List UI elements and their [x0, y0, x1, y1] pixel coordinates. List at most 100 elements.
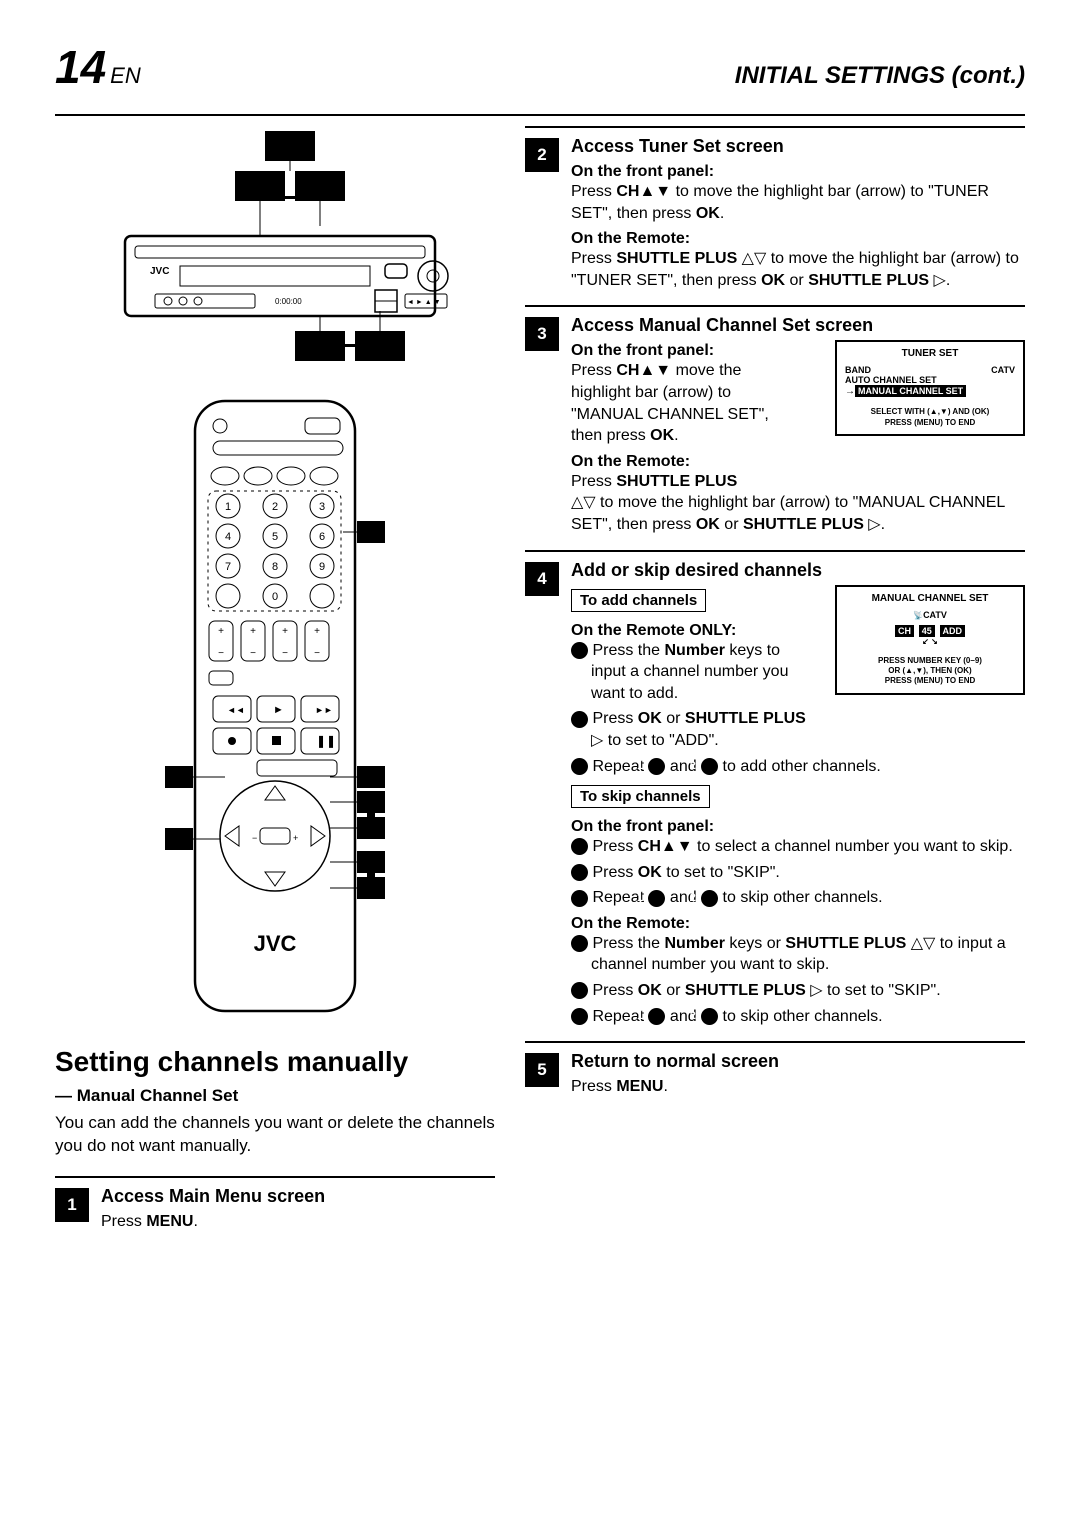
step-2-fp-label: On the front panel: [571, 163, 1025, 181]
osd-help1: SELECT WITH (▲,▼) AND (OK) [845, 407, 1015, 417]
osd-tuner-set: TUNER SET BAND CATV AUTO CHANNEL SET →MAN… [835, 340, 1025, 436]
skip-rm-2: 2 Press OK or SHUTTLE PLUS ▷ to set to "… [591, 980, 1025, 1002]
hr [525, 126, 1025, 128]
col-right: 2 Access Tuner Set screen On the front p… [525, 126, 1025, 1240]
svg-text:−: − [250, 648, 256, 659]
to-add-label: To add channels [571, 589, 706, 612]
intro-subtitle: — Manual Channel Set [55, 1086, 495, 1106]
svg-text:◄ ► ▲ ▼: ◄ ► ▲ ▼ [407, 299, 441, 306]
step-3-title: Access Manual Channel Set screen [571, 315, 1025, 336]
svg-text:0:00:00: 0:00:00 [275, 297, 302, 306]
step-2: 2 Access Tuner Set screen On the front p… [525, 136, 1025, 295]
step-2-rm-label: On the Remote: [571, 230, 1025, 248]
svg-text:►►: ►► [315, 705, 333, 715]
hr [525, 550, 1025, 552]
step-3-num: 3 [525, 317, 559, 351]
remote-illustration: 1 2 3 4 5 6 7 8 9 0 +− +− +− +− [165, 396, 385, 1016]
svg-text:5: 5 [272, 531, 278, 543]
skip-rm-1: 1 Press the Number keys or SHUTTLE PLUS … [591, 933, 1025, 976]
svg-text:+: + [314, 626, 320, 637]
add-1: 1 Press the Number keys to input a chann… [591, 640, 806, 705]
add-3: 3 Repeat 1 and 2 to add other channels. [591, 756, 1025, 778]
skip-fp-1: 1 Press CH▲▼ to select a channel number … [591, 836, 1025, 858]
step-2-rm-text: Press SHUTTLE PLUS △▽ to move the highli… [571, 248, 1025, 291]
osd-band: BAND [845, 365, 871, 375]
page-header: 14EN INITIAL SETTINGS (cont.) [55, 40, 1025, 94]
osd2-help3: PRESS (MENU) TO END [845, 676, 1015, 686]
step-5-line: Press MENU. [571, 1076, 1025, 1098]
page-lang: EN [110, 63, 141, 88]
intro-desc: You can add the channels you want or del… [55, 1112, 495, 1158]
osd-auto: AUTO CHANNEL SET [845, 375, 937, 385]
svg-text:+: + [250, 626, 256, 637]
hr [525, 1041, 1025, 1043]
page-number-value: 14 [55, 41, 106, 93]
step-1-line: Press MENU. [101, 1211, 495, 1233]
svg-text:6: 6 [319, 531, 325, 543]
step-2-fp-text: Press CH▲▼ to move the highlight bar (ar… [571, 181, 1025, 224]
step-1: 1 Access Main Menu screen Press MENU. [55, 1186, 495, 1237]
osd-manual-set: MANUAL CHANNEL SET 📡CATV CH 45 ADD ↙ ↘ P… [835, 585, 1025, 695]
svg-text:◄◄: ◄◄ [227, 705, 245, 715]
step-2-title: Access Tuner Set screen [571, 136, 1025, 157]
osd-band-val: CATV [991, 365, 1015, 375]
brand-label: JVC [254, 931, 297, 956]
svg-text:+: + [282, 626, 288, 637]
step-3-rm-text-b: △▽ to move the highlight bar (arrow) to … [571, 492, 1025, 535]
step-5-num: 5 [525, 1053, 559, 1087]
step-3: 3 Access Manual Channel Set screen TUNER… [525, 315, 1025, 539]
col-left: JVC 0:00:00 ◄ ► ▲ ▼ [55, 126, 495, 1240]
hr [55, 1176, 495, 1178]
svg-text:+: + [293, 833, 298, 843]
svg-text:+: + [218, 626, 224, 637]
skip-fp-3: 3 Repeat 1 and 2 to skip other channels. [591, 887, 1025, 909]
skip-fp-2: 2 Press OK to set to "SKIP". [591, 862, 1025, 884]
osd2-help1: PRESS NUMBER KEY (0–9) [845, 656, 1015, 666]
svg-text:1: 1 [225, 501, 231, 513]
svg-text:2: 2 [272, 501, 278, 513]
step-1-title: Access Main Menu screen [101, 1186, 495, 1207]
section-title: INITIAL SETTINGS (cont.) [735, 62, 1025, 90]
step-3-fp-text: Press CH▲▼ move the highlight bar (arrow… [571, 360, 791, 446]
step-3-rm-text-a: Press SHUTTLE PLUS [571, 473, 737, 490]
step-4-title: Add or skip desired channels [571, 560, 1025, 581]
hr [525, 305, 1025, 307]
to-skip-label: To skip channels [571, 785, 710, 808]
page-number: 14EN [55, 40, 141, 94]
osd2-title: MANUAL CHANNEL SET [845, 593, 1015, 604]
svg-text:►: ► [273, 704, 284, 716]
columns: JVC 0:00:00 ◄ ► ▲ ▼ [55, 126, 1025, 1240]
osd2-add: ADD [940, 625, 966, 637]
svg-text:JVC: JVC [150, 266, 169, 277]
step-3-rm-label: On the Remote: [571, 453, 1025, 471]
skip-rm-label: On the Remote: [571, 915, 1025, 933]
svg-text:−: − [218, 648, 224, 659]
svg-text:❚❚: ❚❚ [316, 734, 336, 748]
osd2-ch: CH [895, 625, 914, 637]
step-4-num: 4 [525, 562, 559, 596]
osd-arrow: → [845, 386, 855, 397]
osd2-catv: CATV [923, 610, 947, 620]
svg-text:3: 3 [319, 501, 325, 513]
svg-text:9: 9 [319, 561, 325, 573]
intro-title: Setting channels manually [55, 1046, 495, 1078]
svg-text:0: 0 [272, 591, 278, 603]
osd2-help2: OR (▲,▼), THEN (OK) [845, 666, 1015, 676]
osd2-chval: 45 [919, 625, 935, 637]
svg-text:−: − [282, 648, 288, 659]
step-1-num: 1 [55, 1188, 89, 1222]
svg-text:8: 8 [272, 561, 278, 573]
osd-manual: MANUAL CHANNEL SET [855, 385, 966, 397]
add-2: 2 Press OK or SHUTTLE PLUS ▷ to set to "… [591, 708, 806, 751]
svg-text:7: 7 [225, 561, 231, 573]
osd-help2: PRESS (MENU) TO END [845, 418, 1015, 428]
svg-text:−: − [252, 833, 257, 843]
skip-fp-label: On the front panel: [571, 818, 1025, 836]
step-4: 4 Add or skip desired channels To add ch… [525, 560, 1025, 1032]
skip-rm-3: 3 Repeat 1 and 2 to skip other channels. [591, 1006, 1025, 1028]
vcr-illustration: JVC 0:00:00 ◄ ► ▲ ▼ [95, 126, 455, 366]
osd-title: TUNER SET [845, 348, 1015, 359]
svg-text:−: − [314, 648, 320, 659]
step-2-num: 2 [525, 138, 559, 172]
hr-top [55, 114, 1025, 116]
